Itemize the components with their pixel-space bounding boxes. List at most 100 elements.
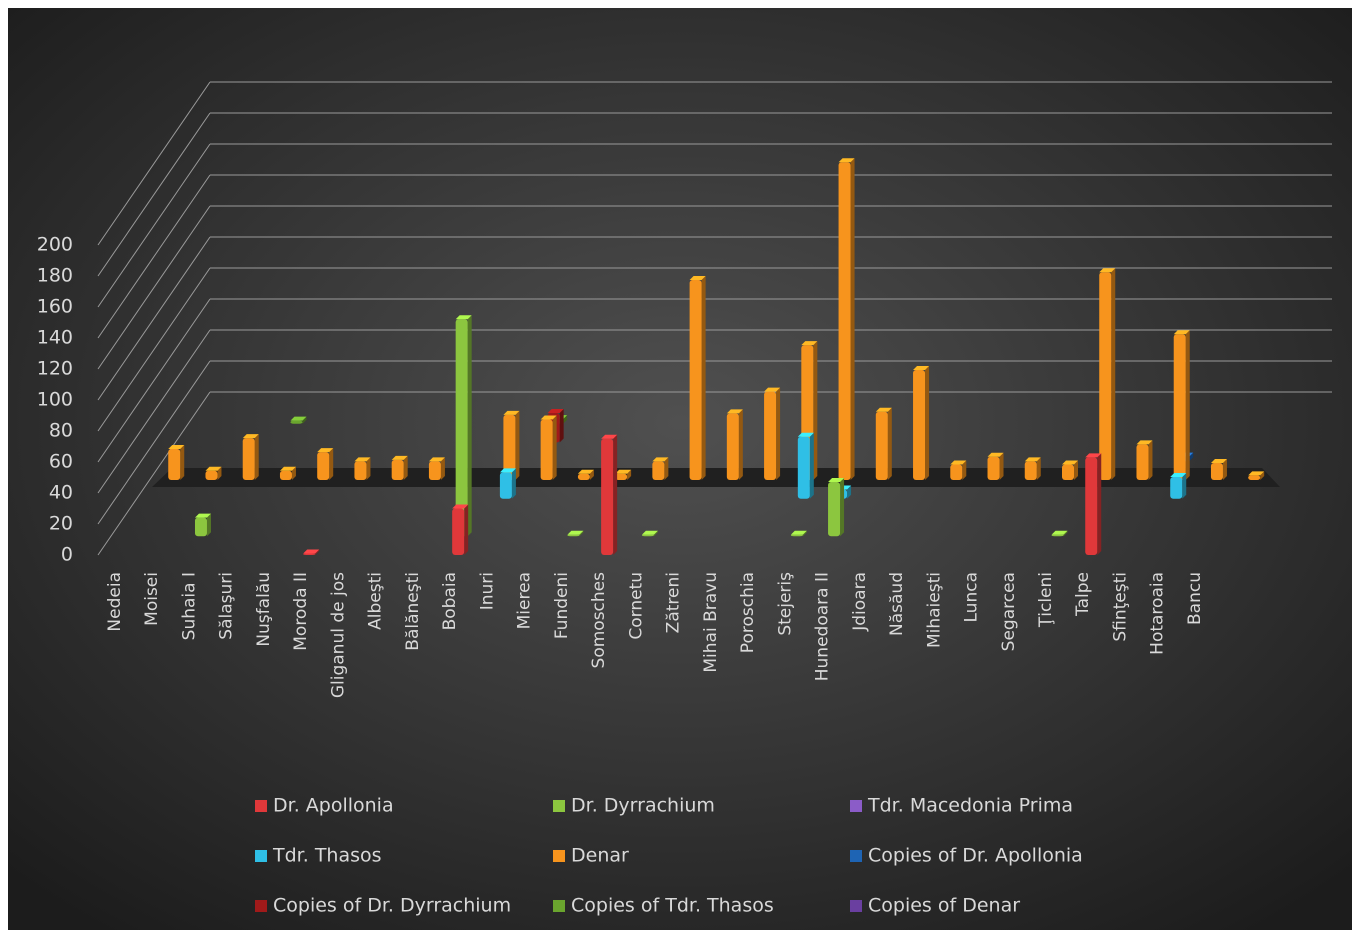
bar [913, 365, 930, 480]
bar-front [577, 473, 590, 480]
legend-label: Copies of Dr. Apollonia [868, 845, 1083, 867]
bar-front [1210, 462, 1223, 480]
x-tick-label: Inuri [477, 572, 497, 610]
bar-side [366, 457, 371, 480]
legend-entry: Denar [553, 845, 629, 867]
legend-label: Tdr. Macedonia Prima [867, 795, 1073, 817]
bar-front [279, 470, 292, 480]
bar-top [168, 445, 185, 449]
grid-line-side [97, 81, 211, 246]
x-tick-label: Moroda II [291, 572, 311, 651]
bar [428, 457, 445, 480]
bar-front [354, 461, 367, 480]
bar-top [790, 530, 807, 535]
bar-front [1170, 477, 1183, 499]
bar-side [1111, 268, 1116, 480]
bar-side [701, 276, 706, 480]
x-tick-label: Mihaieşti [924, 572, 944, 648]
bar-side [1189, 452, 1194, 462]
x-tick-label: Talpe [1073, 572, 1093, 617]
bar-front [194, 517, 207, 537]
bar-side [515, 410, 520, 480]
legend-marker [553, 800, 565, 812]
x-tick-label: Stejeriş [775, 572, 795, 636]
bar-top [1173, 330, 1190, 335]
grid-line-side [97, 174, 211, 339]
bar-front [1173, 334, 1186, 480]
bar [1051, 530, 1068, 537]
legend-marker [850, 850, 862, 862]
bar-side [627, 469, 632, 480]
x-tick-label: Hunedoara II [813, 572, 833, 681]
bar [1248, 471, 1265, 480]
bar-front [499, 472, 512, 499]
bar-side [962, 460, 967, 480]
bar-front [1024, 461, 1037, 480]
bar-top [797, 432, 814, 437]
bar-side [809, 432, 814, 499]
bar-side [850, 158, 855, 480]
bar [279, 466, 296, 480]
x-tick-label: Bancu [1185, 572, 1205, 625]
bar-top [1099, 268, 1116, 273]
bar-side [180, 445, 185, 480]
bar-front [1085, 457, 1098, 555]
bar-front [567, 534, 580, 537]
bar [354, 457, 371, 480]
y-tick-label: 100 [37, 389, 73, 411]
bar [764, 387, 781, 480]
bar [615, 469, 632, 480]
bar [290, 416, 307, 424]
bar-front [242, 438, 255, 480]
bar-top [641, 530, 658, 535]
bar-top [547, 409, 564, 414]
bar-front [452, 508, 465, 555]
bar-side [1036, 457, 1041, 480]
bar [242, 434, 259, 480]
bar [452, 504, 469, 555]
bar [1136, 440, 1153, 480]
x-tick-label: Nuşfalău [254, 572, 274, 647]
bar [1062, 460, 1078, 480]
bar-front [428, 461, 441, 480]
bar [641, 530, 658, 537]
bar-top [242, 434, 259, 439]
bar [194, 513, 211, 537]
bar-front [950, 464, 963, 480]
bar-top [455, 315, 472, 320]
bar [317, 448, 334, 480]
x-tick-label: Fundeni [552, 572, 572, 639]
bar-top [452, 504, 469, 509]
bar [797, 432, 814, 499]
bar-front [797, 436, 810, 499]
bar-side [302, 416, 307, 424]
bar-top [354, 457, 371, 462]
grid-line-side [97, 267, 211, 432]
x-tick-label: Jdioara [850, 572, 870, 632]
bar-side [315, 549, 320, 555]
bar-front [726, 413, 739, 480]
legend-entry: Tdr. Thasos [255, 845, 382, 867]
bar-top [1248, 471, 1265, 476]
bar [205, 466, 222, 480]
y-tick-label: 60 [49, 451, 73, 473]
bar-front [1099, 272, 1112, 480]
bar-side [1148, 440, 1153, 480]
grid-line-side [97, 391, 211, 556]
bar-top [987, 452, 1004, 457]
bar-top [615, 469, 632, 474]
bar-top [1085, 453, 1102, 458]
bar-front [1051, 534, 1064, 537]
bar-top [303, 549, 320, 554]
x-tick-label: Bălăneşti [403, 572, 423, 651]
bar-top [950, 460, 967, 465]
legend-marker [255, 900, 267, 912]
legend-marker [255, 800, 267, 812]
bar [790, 530, 807, 537]
bar-front [601, 438, 614, 555]
x-tick-label: Bobaia [440, 572, 460, 630]
x-tick-label: Moisei [142, 572, 162, 626]
legend-marker [553, 850, 565, 862]
bar-side [1260, 471, 1265, 480]
y-tick-label: 120 [37, 358, 73, 380]
